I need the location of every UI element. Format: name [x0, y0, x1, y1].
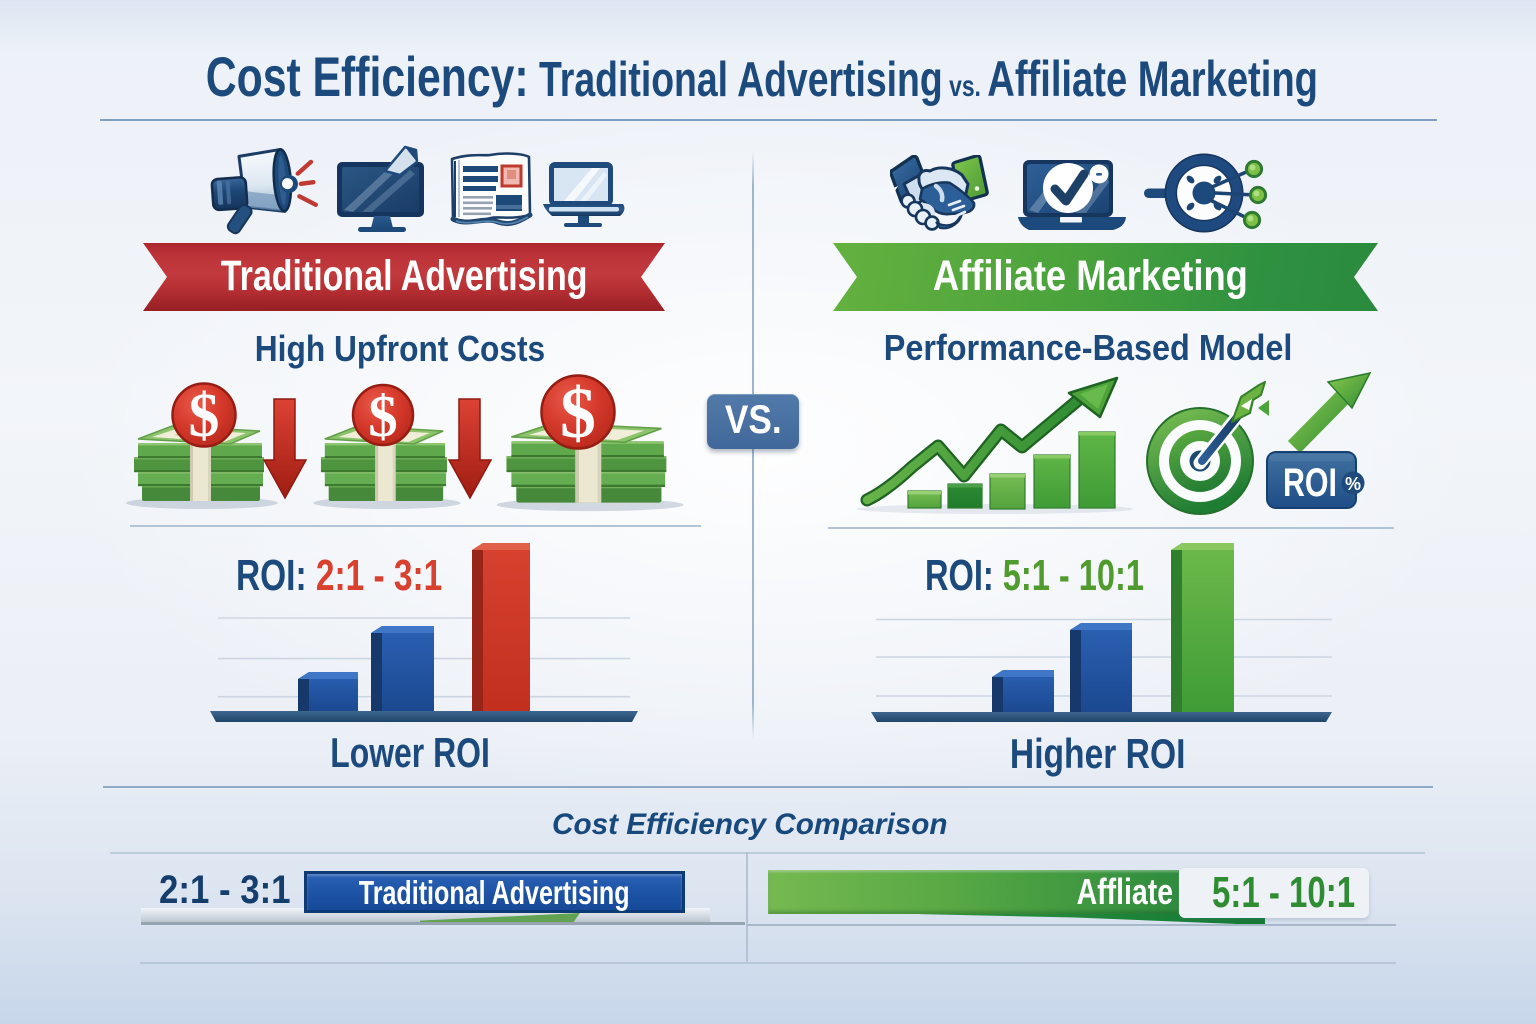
svg-text:$: $ — [560, 373, 596, 453]
svg-text:ROI: ROI — [1283, 461, 1337, 505]
svg-text:$: $ — [189, 382, 220, 450]
svg-text:$: $ — [368, 383, 398, 449]
svg-text:%: % — [1345, 474, 1361, 494]
